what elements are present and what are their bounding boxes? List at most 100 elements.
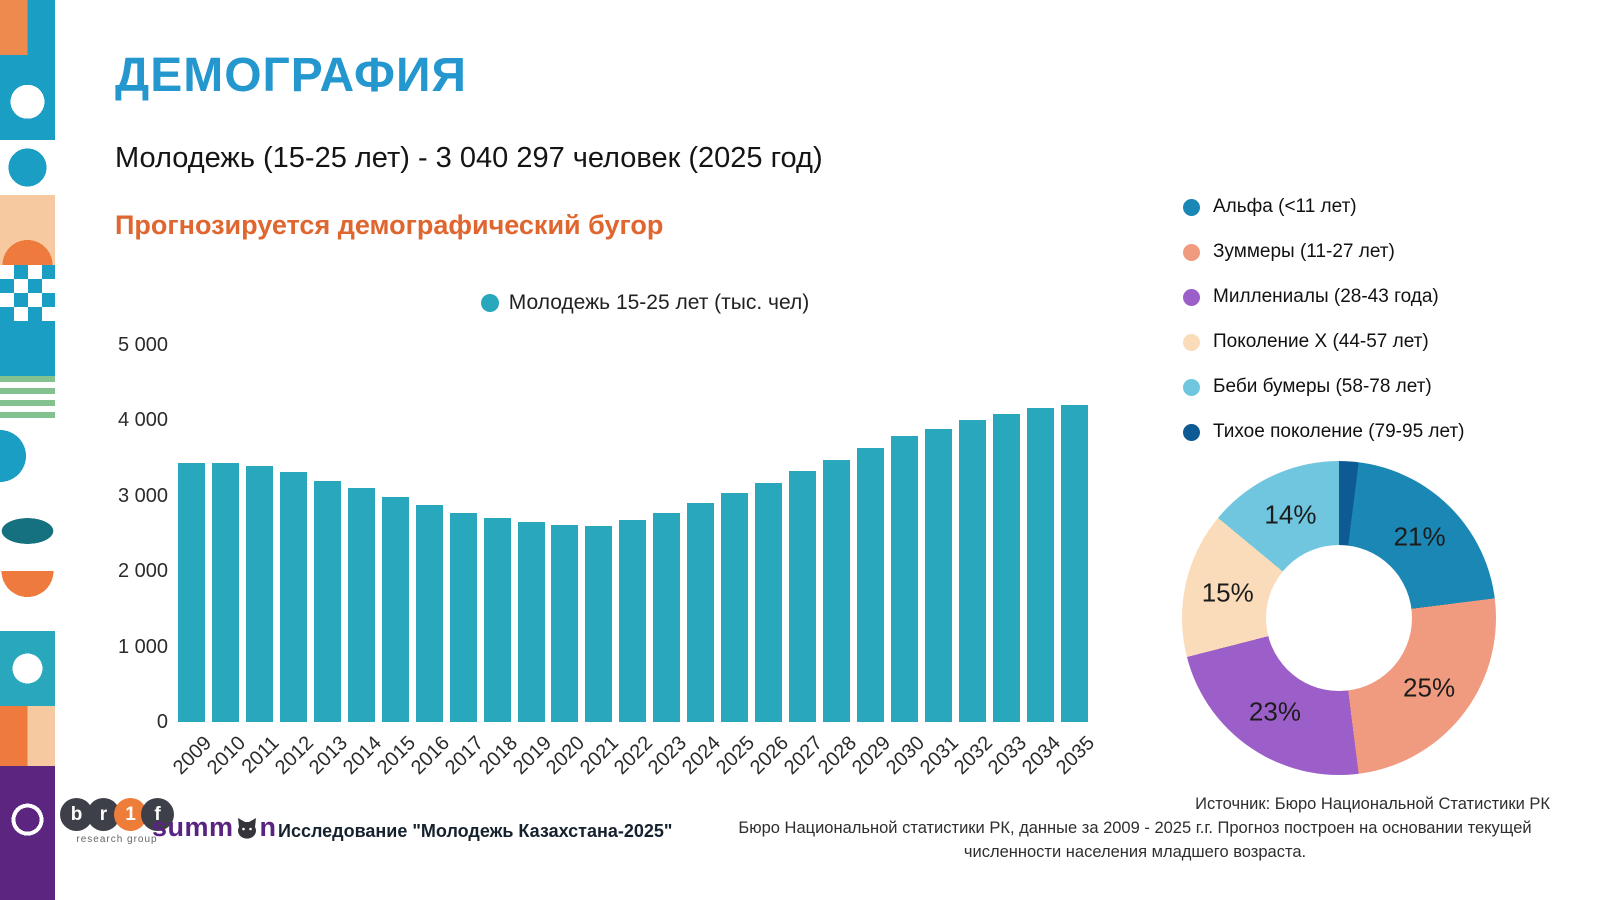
decorative-shape <box>0 195 55 265</box>
bar-2033 <box>992 413 1020 722</box>
decorative-strip <box>0 0 55 900</box>
bar-2025 <box>721 492 749 722</box>
legend-label: Зуммеры (11-27 лет) <box>1213 241 1395 262</box>
bar-chart-body: 5 000 4 000 3 000 2 000 1 000 0 2009 2010 2011 2… <box>110 334 1110 805</box>
y-tick-label: 4 000 <box>117 409 168 432</box>
decorative-shape <box>0 140 55 195</box>
donut-slice-label: 23% <box>1248 696 1301 727</box>
decorative-shape <box>0 766 55 900</box>
bar-2014 <box>347 488 375 722</box>
legend-item-1: Зуммеры (11-27 лет) <box>1183 241 1464 263</box>
donut-slice-label: 15% <box>1201 577 1254 608</box>
decorative-shape <box>0 376 55 421</box>
bar-2016 <box>415 504 443 722</box>
bar-2031 <box>924 428 952 722</box>
summon-text-left: summ <box>152 812 234 842</box>
legend-item-5: Тихое поколение (79-95 лет) <box>1183 421 1464 443</box>
x-tick-cell: 2028 <box>814 722 861 802</box>
decorative-shape <box>0 265 55 321</box>
x-tick-cell: 2030 <box>882 722 929 802</box>
bar-2013 <box>313 480 341 722</box>
x-axis-labels: 2009 2010 2011 2012 2013 2014 2015 2016 2017 2018… <box>169 722 1099 802</box>
x-tick-cell: 2009 <box>169 722 216 802</box>
decorative-shape <box>0 0 55 55</box>
x-tick-cell: 2023 <box>644 722 691 802</box>
bar-2035 <box>1060 405 1088 722</box>
decorative-shape <box>0 55 55 140</box>
legend-dot-icon <box>480 294 499 312</box>
y-axis: 5 000 4 000 3 000 2 000 1 000 0 <box>110 334 168 733</box>
brif-letter-f: f <box>141 798 174 831</box>
bar-2010 <box>211 462 239 722</box>
subtitle: Молодежь (15-25 лет) - 3 040 297 человек… <box>115 142 823 174</box>
bar-2019 <box>517 522 545 722</box>
decorative-shape <box>0 571 55 631</box>
generation-legend: Альфа (<11 лет) Зуммеры (11-27 лет) Миллен… <box>1183 196 1464 466</box>
bar-2028 <box>823 459 851 722</box>
bar-chart: Молодежь 15-25 лет (тыс. чел) 5 000 4 000… <box>110 290 1110 820</box>
x-tick-cell: 2012 <box>271 722 318 802</box>
summon-text-right: n <box>259 812 277 842</box>
x-tick-cell: 2010 <box>203 722 250 802</box>
bar-2023 <box>653 513 681 722</box>
decorative-shape <box>0 706 55 766</box>
bar-2022 <box>619 519 647 722</box>
y-tick-label: 1 000 <box>117 635 168 658</box>
x-tick-cell: 2034 <box>1018 722 1065 802</box>
donut-hole <box>1266 545 1412 691</box>
y-tick-label: 0 <box>156 711 168 733</box>
legend-item-2: Миллениалы (28-43 года) <box>1183 286 1464 308</box>
legend-dot-icon <box>1183 378 1200 396</box>
x-tick-cell: 2022 <box>610 722 657 802</box>
legend-item-3: Поколение X (44-57 лет) <box>1183 331 1464 353</box>
bar-2020 <box>551 525 579 722</box>
x-tick-cell: 2033 <box>984 722 1031 802</box>
brif-logo: b r 1 f research group <box>57 798 177 845</box>
legend-dot-icon <box>1183 198 1200 216</box>
legend-label: Беби бумеры (58-78 лет) <box>1213 376 1432 397</box>
legend-label: Поколение X (44-57 лет) <box>1213 331 1429 352</box>
decorative-shape <box>0 321 55 376</box>
bar-2012 <box>279 472 307 722</box>
bar-2027 <box>789 470 817 722</box>
study-title: Исследование "Молодежь Казахстана-2025" <box>278 821 673 841</box>
x-tick-cell: 2018 <box>475 722 522 802</box>
bar-2024 <box>687 503 715 722</box>
x-tick-cell: 2015 <box>373 722 420 802</box>
decorative-shape <box>0 631 55 706</box>
cat-icon <box>235 817 259 841</box>
brif-logo-letters: b r 1 f <box>57 798 177 831</box>
bar-2030 <box>891 436 919 722</box>
legend-dot-icon <box>1183 288 1200 306</box>
summon-logo: summ n <box>152 812 277 843</box>
x-tick-label: 2035 <box>1051 732 1099 780</box>
bar-2032 <box>958 420 986 722</box>
legend-dot-icon <box>1183 423 1200 441</box>
x-tick-cell: 2020 <box>543 722 590 802</box>
donut-slice-label: 14% <box>1264 499 1317 530</box>
bar-chart-legend: Молодежь 15-25 лет (тыс. чел) <box>110 290 1110 316</box>
x-tick-cell: 2035 <box>1052 722 1099 802</box>
bar-2011 <box>245 466 273 722</box>
bar-2018 <box>483 518 511 722</box>
highlight-text: Прогнозируется демографический бугор <box>115 210 664 240</box>
y-tick-label: 2 000 <box>117 560 168 583</box>
bar-2009 <box>178 463 205 722</box>
legend-label: Тихое поколение (79-95 лет) <box>1213 421 1465 442</box>
source-paragraph: Бюро Национальной статистики РК, данные … <box>738 818 1532 861</box>
bar-2021 <box>585 525 613 722</box>
donut-slice-label: 21% <box>1393 521 1446 552</box>
bar-2034 <box>1026 408 1054 722</box>
x-tick-cell: 2019 <box>509 722 556 802</box>
legend-item-4: Беби бумеры (58-78 лет) <box>1183 376 1464 398</box>
x-tick-cell: 2029 <box>848 722 895 802</box>
x-tick-cell: 2024 <box>678 722 725 802</box>
y-tick-label: 5 000 <box>117 334 168 356</box>
legend-dot-icon <box>1183 243 1200 261</box>
decorative-shape <box>0 491 55 571</box>
source-line: Источник: Бюро Национальной Статистики Р… <box>1195 795 1550 813</box>
source-block: Источник: Бюро Национальной Статистики Р… <box>720 793 1550 865</box>
x-tick-cell: 2031 <box>916 722 963 802</box>
legend-item-0: Альфа (<11 лет) <box>1183 196 1464 218</box>
brif-tagline: research group <box>76 834 158 845</box>
